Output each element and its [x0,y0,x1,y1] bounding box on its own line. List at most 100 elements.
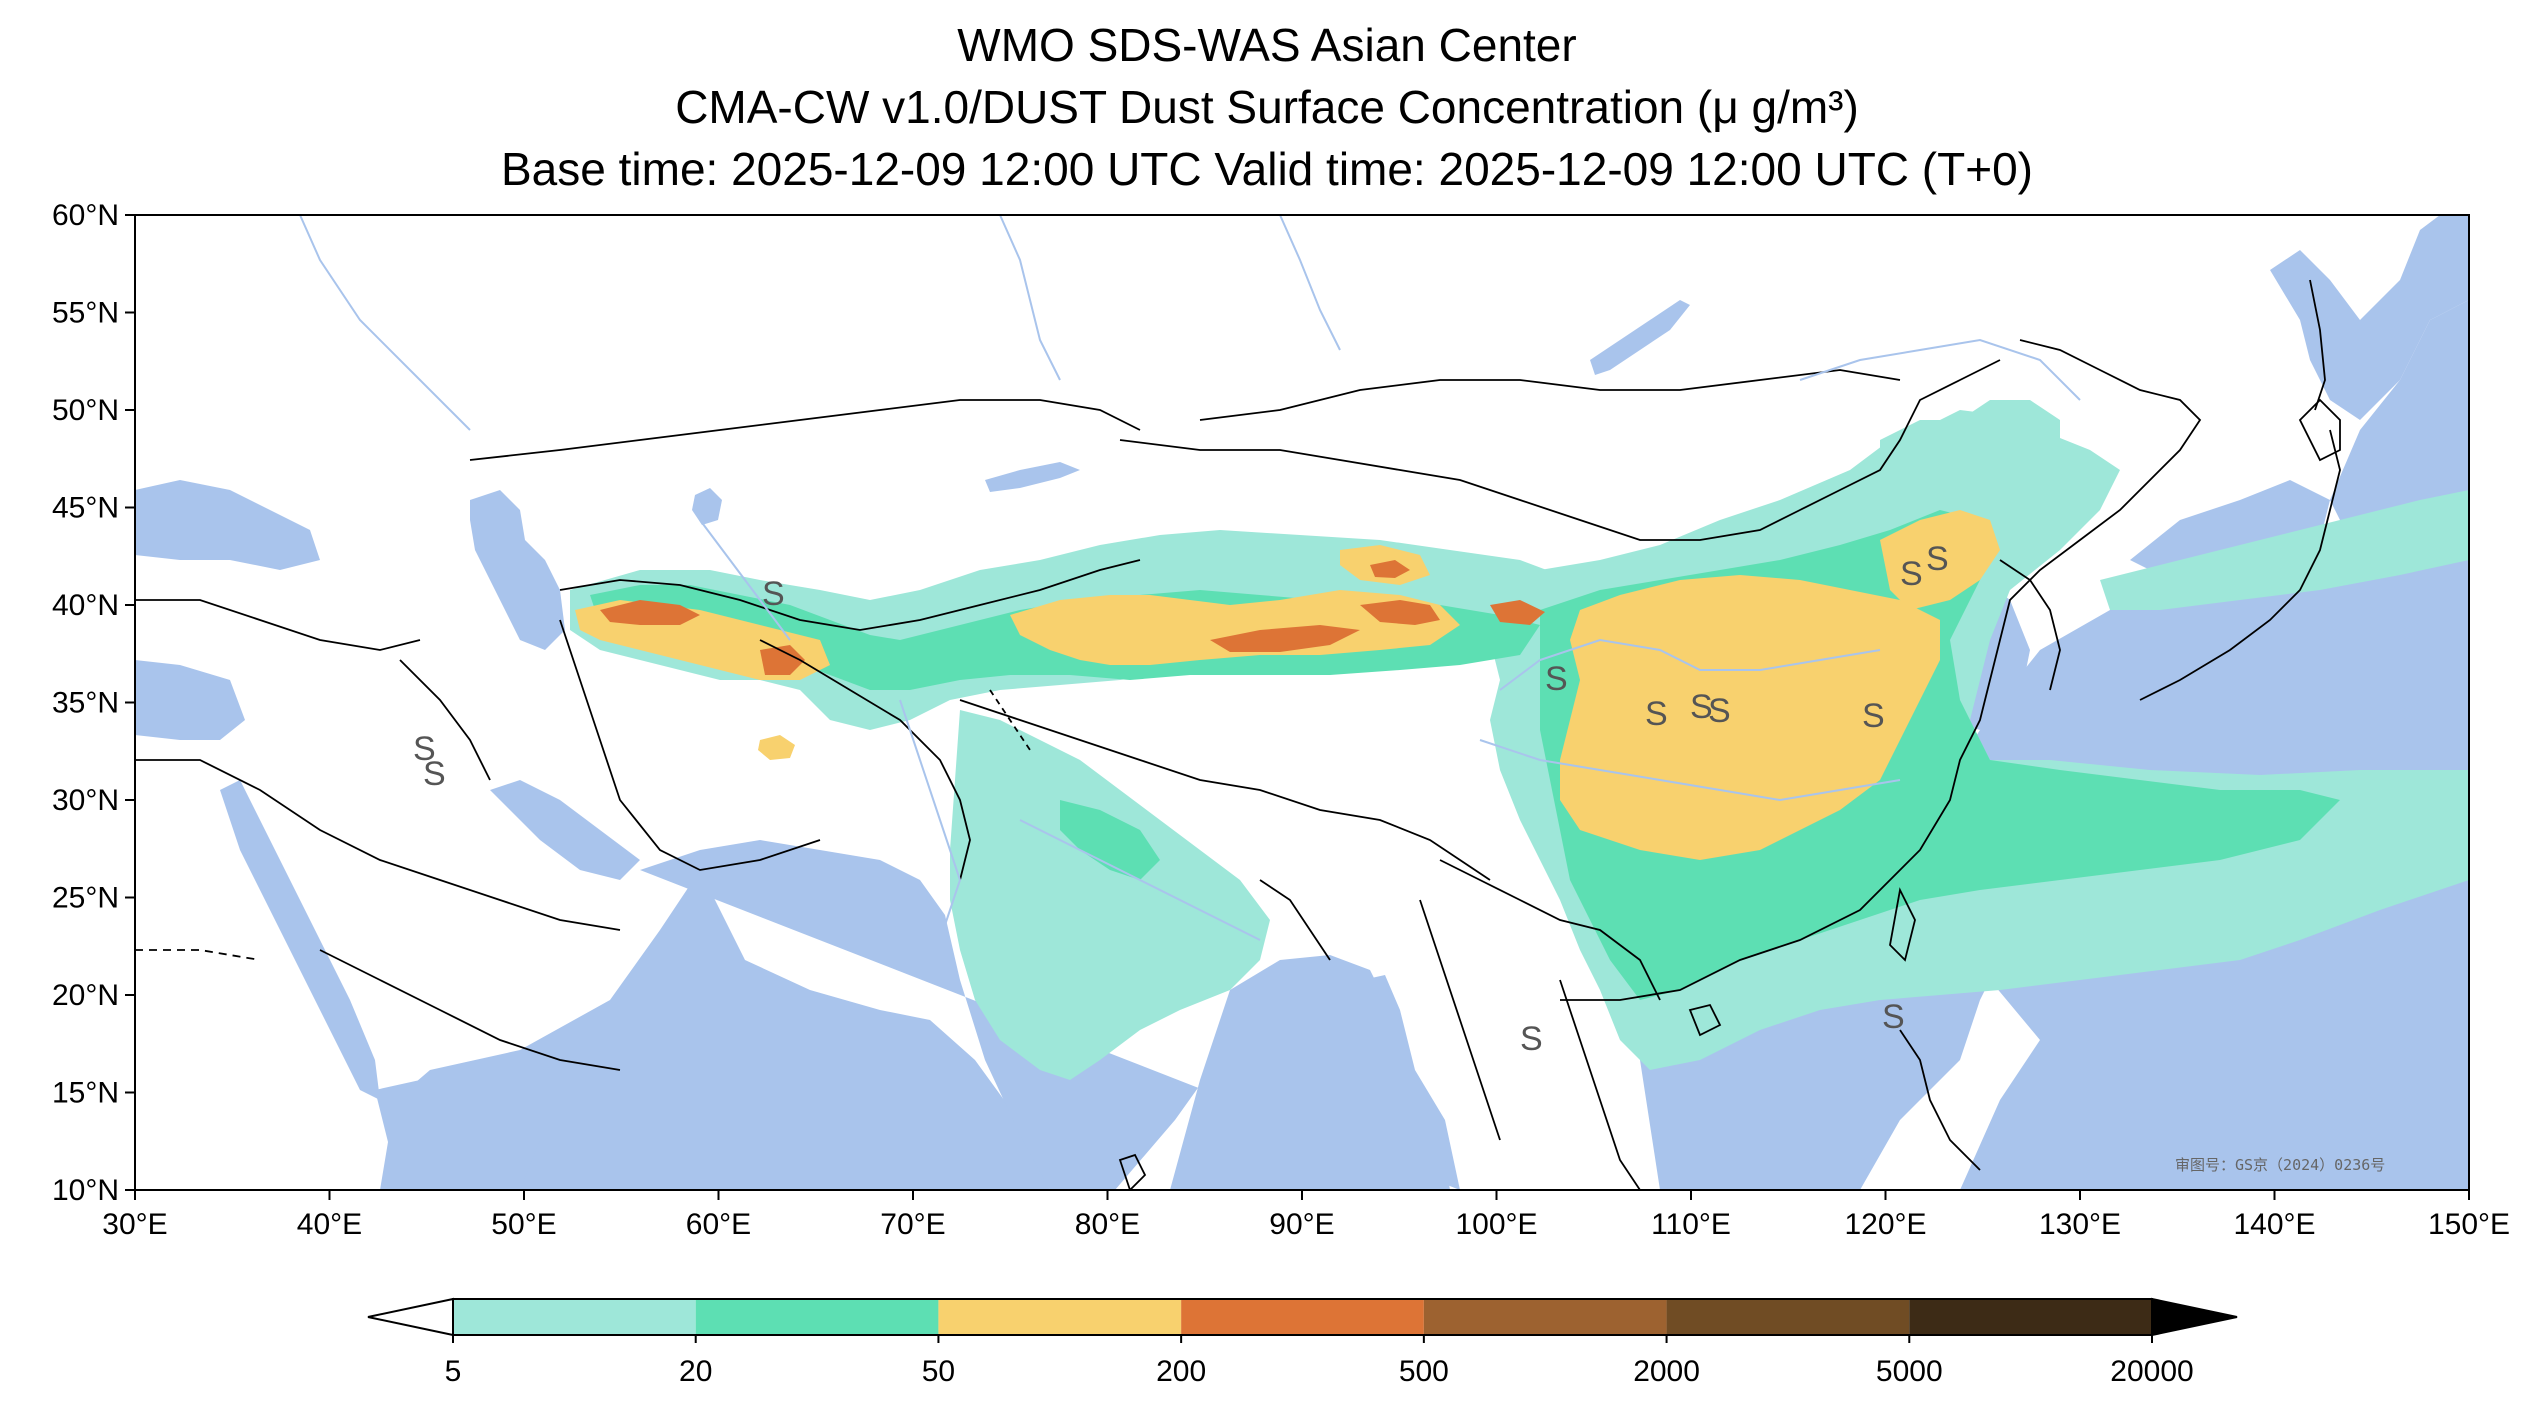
dust-severe-tarim [1210,625,1360,652]
dust-severe-tajik [760,645,805,675]
dust-concentration-layer [570,400,2469,1080]
sandstorm-symbol: S [1900,555,1923,593]
sandstorm-symbol: S [1926,540,1949,578]
dust-severe-taklimakan-core [1490,600,1545,625]
dust-severe-tarim-east [1360,600,1440,625]
dust-heavy-afghan-patch [758,735,795,760]
mediterranean-east [135,660,245,740]
border-afghan-pakistan [759,639,971,881]
longitude-axis: 30°E 40°E 50°E 60°E 70°E 80°E 90°E 100°E 110°E 12… [102,1190,2510,1241]
lon-tick-label: 70°E [880,1208,945,1241]
dust-light-pacific-band [2100,490,2469,610]
black-sea [135,480,320,570]
border-russia-mongolia [1199,369,1901,421]
coast-hainan [1688,1003,1722,1037]
border-turkey [135,599,421,651]
sandstorm-symbol: S [413,730,436,768]
border-arabia [135,759,621,931]
border-iraq-iran [399,659,491,781]
colorbar-tick-label: 50 [922,1355,955,1388]
title-line-2: CMA-CW v1.0/DUST Dust Surface Concentrat… [675,81,1859,133]
lat-tick-label: 55°N [52,297,119,330]
lon-tick-label: 60°E [686,1208,751,1241]
border-china-southeast-asia [1439,859,1661,1001]
colorbar-tick-label: 500 [1399,1355,1449,1388]
border-china-mongolia [1119,359,2001,541]
border-dashed-kashmir [989,689,1031,751]
lon-tick-label: 30°E [102,1208,167,1241]
colorbar-tick-label: 5 [445,1355,462,1388]
river-amu-darya [699,519,791,641]
latitude-axis: 60°N 55°N 50°N 45°N 40°N 35°N 30°N 25°N 20°N 15°N… [52,199,135,1207]
dust-heavy-tarim [1010,590,1460,665]
lon-tick-label: 150°E [2428,1208,2510,1241]
colorbar-tick-label: 20000 [2110,1355,2193,1388]
lon-tick-label: 80°E [1075,1208,1140,1241]
coast-sri-lanka [1118,1153,1147,1190]
colorbar-segment [1666,1299,1910,1335]
river-volga [299,215,471,431]
colorbar-segment [1181,1299,1424,1335]
red-sea [220,780,380,1100]
colorbar-segment [938,1299,1182,1335]
river-layer [299,215,2081,941]
lat-tick-label: 35°N [52,687,119,720]
colorbar-tick-label: 200 [1156,1355,1206,1388]
colorbar-segment [453,1299,696,1335]
border-dashed-arabia [135,949,261,961]
colorbar-outline [452,1298,2153,1336]
river-yenisei [1279,215,1341,351]
lon-tick-label: 140°E [2233,1208,2315,1241]
lat-tick-label: 20°N [52,979,119,1012]
dust-light-northeast [1880,400,2060,520]
persian-gulf [490,780,640,880]
chart-title-block: WMO SDS-WAS Asian Center CMA-CW v1.0/DUS… [0,14,2534,200]
border-arabia-south [319,949,621,1071]
lake-baikal [1590,300,1690,375]
lat-tick-label: 30°N [52,784,119,817]
coastline-china [1560,339,2202,1001]
title-line-3: Base time: 2025-12-09 12:00 UTC Valid ti… [501,143,2033,195]
river-ob [999,215,1061,381]
border-iran-afghan [559,619,821,871]
border-indochina [1559,979,1641,1190]
lat-tick-label: 45°N [52,492,119,525]
colorbar-segment [695,1299,939,1335]
border-myanmar-thailand [1419,899,1501,1141]
colorbar-tick-label: 20 [679,1355,712,1388]
coast-philippines [1899,1029,1981,1171]
lat-tick-label: 40°N [52,589,119,622]
colorbar-tick-label: 2000 [1633,1355,1700,1388]
lat-tick-label: 60°N [52,199,119,232]
north-pacific [2330,300,2469,560]
dust-severe-xinjiang-north [1370,560,1410,578]
lon-tick-label: 100°E [1455,1208,1537,1241]
dust-severe-turkmen [600,600,700,625]
title-line-1: WMO SDS-WAS Asian Center [957,19,1577,71]
sandstorm-symbols: S S S S S S S S S S S S [413,540,1949,1058]
sandstorm-symbol: S [1520,1020,1543,1058]
sea-of-okhotsk [2270,215,2469,420]
sandstorm-symbol: S [1708,692,1731,730]
gulf-of-aden [375,1080,540,1190]
colorbar-segment [1423,1299,1667,1335]
lon-tick-label: 130°E [2039,1208,2121,1241]
map-approval-number: 审图号：GS京（2024）0236号 [2175,1156,2385,1174]
colorbar: 5 20 50 200 500 2000 5000 20000 [367,1297,2238,1388]
map-plot-area: S S S S S S S S S S S S 审图号：GS京（2024）023… [135,215,2469,1190]
river-yangtze [1479,739,1901,802]
bay-of-bengal [1170,955,1450,1190]
border-central-asia-south [559,559,1141,631]
coast-japan [2139,429,2341,701]
river-amur [1799,338,2081,401]
aral-sea [692,488,722,525]
sandstorm-symbol: S [1690,688,1713,726]
sandstorm-symbol: S [1545,660,1568,698]
border-india-bangladesh [1259,879,1331,961]
border-korea [1999,559,2061,691]
lon-tick-label: 40°E [297,1208,362,1241]
caspian-sea [470,490,565,650]
lake-balkhash [985,462,1080,492]
sandstorm-symbol: S [1882,998,1905,1036]
